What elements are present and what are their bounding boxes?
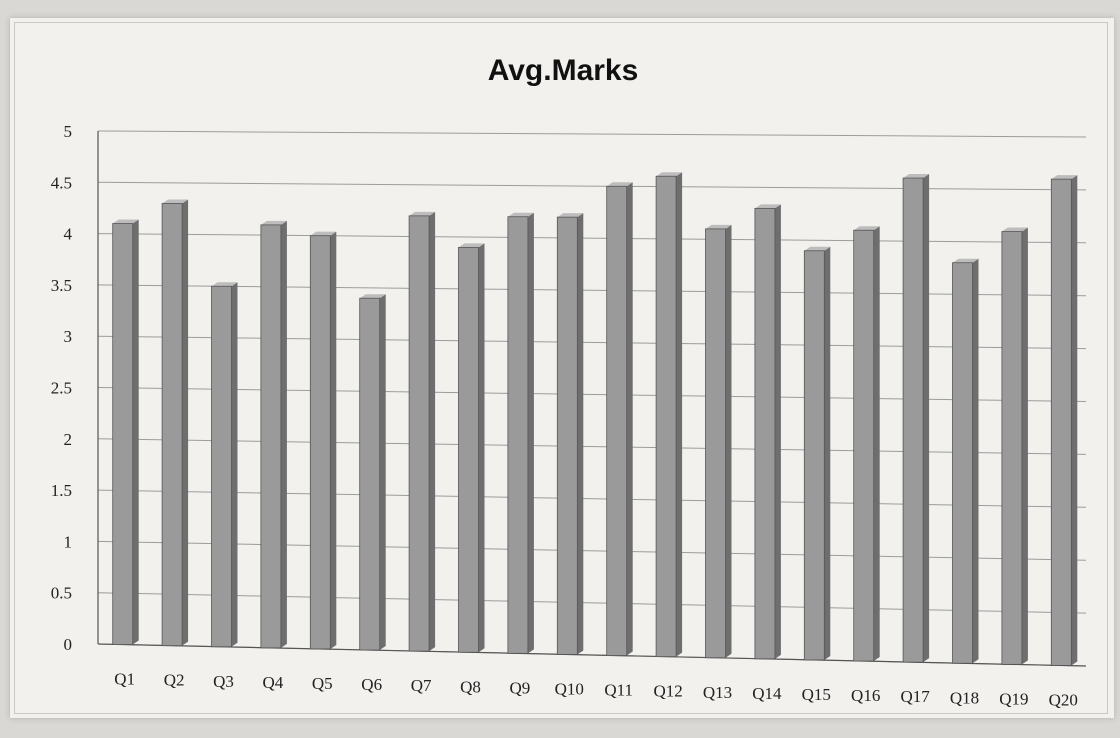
bar-q14	[754, 204, 781, 660]
x-tick-label: Q7	[411, 676, 432, 695]
x-tick-label: Q14	[752, 684, 782, 703]
y-tick-label: 0.5	[51, 584, 72, 603]
bar-q4	[260, 220, 287, 649]
bar-q19	[1001, 227, 1028, 665]
bar-q2	[161, 199, 189, 647]
x-tick-label: Q8	[460, 677, 481, 696]
y-tick-label: 4.5	[51, 173, 72, 192]
x-tick-label: Q10	[555, 679, 584, 698]
gridline	[97, 233, 1087, 244]
chart-frame	[14, 22, 1108, 714]
axes	[97, 131, 1087, 667]
gridline	[97, 592, 1087, 614]
y-tick-label: 4	[64, 225, 73, 244]
bar-q15	[803, 246, 831, 661]
bar-q7	[408, 211, 436, 652]
tick-labels: 0 0.5 1 1.5 2 2.5 3 3.5 4 4.5 5 Q1 Q2 Q3 Q4 Q5 Q6 Q7 Q8 Q9 Q…	[51, 122, 1078, 709]
x-tick-label: Q5	[312, 674, 333, 693]
bar-q6	[359, 294, 386, 651]
x-tick-label: Q1	[114, 670, 135, 689]
bar-q16	[853, 226, 880, 662]
bar-q1	[112, 219, 139, 645]
bar-q17	[902, 174, 930, 663]
bar-q12	[655, 172, 683, 658]
bar-q11	[606, 182, 633, 656]
bars	[112, 172, 1078, 666]
gridline	[97, 540, 1087, 561]
x-tick-label: Q16	[851, 686, 880, 705]
y-tick-label: 0	[64, 635, 73, 654]
x-tick-label: Q3	[213, 672, 234, 691]
y-tick-label: 3	[64, 327, 73, 346]
bar-q9	[507, 212, 534, 654]
bar-q5	[309, 231, 337, 650]
chart-title: Avg.Marks	[488, 54, 639, 87]
y-tick-label: 1.5	[51, 481, 72, 500]
x-tick-label: Q13	[703, 683, 732, 702]
gridline	[97, 284, 1087, 297]
bar-q8	[458, 243, 485, 653]
y-tick-label: 3.5	[51, 276, 72, 295]
bar-q3	[211, 282, 238, 648]
bar-q20	[1050, 175, 1078, 666]
x-tick-label: Q17	[900, 687, 930, 706]
x-tick-label: Q18	[950, 688, 979, 707]
bar-q10	[556, 213, 584, 655]
x-tick-label: Q11	[604, 681, 633, 700]
x-tick-label: Q12	[653, 682, 682, 701]
y-tick-label: 2.5	[51, 379, 72, 398]
bar-q18	[952, 258, 979, 664]
x-tick-label: Q15	[802, 685, 831, 704]
x-tick-label: Q2	[164, 671, 185, 690]
x-tick-label: Q6	[361, 675, 382, 694]
gridline	[97, 181, 1087, 191]
gridline	[97, 489, 1087, 508]
gridline	[97, 438, 1087, 455]
x-tick-label: Q4	[263, 673, 284, 692]
bar-q13	[705, 224, 732, 659]
x-axis	[97, 643, 1087, 667]
y-tick-label: 2	[64, 430, 73, 449]
y-tick-label: 5	[64, 122, 73, 141]
gridline	[97, 130, 1087, 138]
x-tick-label: Q19	[999, 689, 1028, 708]
gridline	[97, 335, 1087, 350]
y-tick-label: 1	[64, 532, 73, 551]
x-tick-label: Q20	[1049, 690, 1078, 709]
gridline	[97, 387, 1087, 402]
x-tick-label: Q9	[510, 678, 531, 697]
gridlines	[97, 130, 1087, 667]
